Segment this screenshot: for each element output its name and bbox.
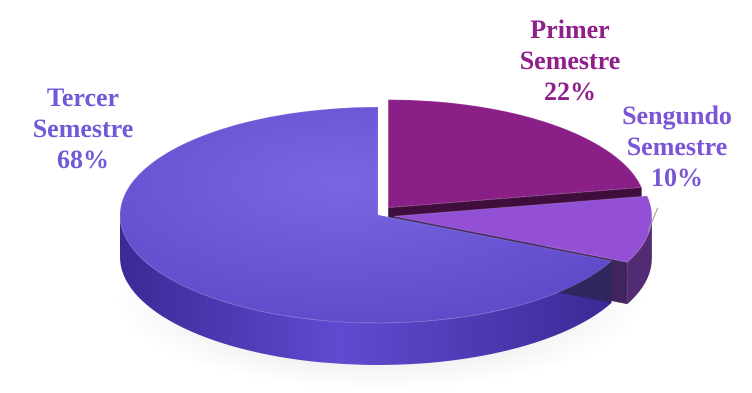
pie-slice-tercer (119, 106, 613, 324)
sengundo-name-line1: Sengundo (622, 101, 732, 130)
tercer-name-line1: Tercer (46, 83, 120, 112)
slice-label-tercer: Tercer Semestre 68% (8, 82, 158, 175)
slice-label-primer: Primer Semestre 22% (495, 14, 645, 107)
sengundo-percent: 10% (651, 163, 703, 192)
slice-side-1-0 (627, 216, 652, 305)
pie-slice-sengundo (393, 195, 653, 263)
primer-name-line1: Primer (530, 15, 610, 44)
slice-side-2-0 (120, 215, 612, 366)
pie-slice-primer (387, 99, 643, 209)
sengundo-name-line2: Semestre (626, 132, 728, 161)
primer-name-line2: Semestre (519, 46, 621, 75)
tercer-percent: 68% (57, 145, 109, 174)
leader-line-sengundo (647, 207, 659, 232)
slice-label-sengundo: Sengundo Semestre 10% (604, 100, 750, 193)
tercer-name-line2: Semestre (32, 114, 134, 143)
primer-percent: 22% (544, 77, 596, 106)
